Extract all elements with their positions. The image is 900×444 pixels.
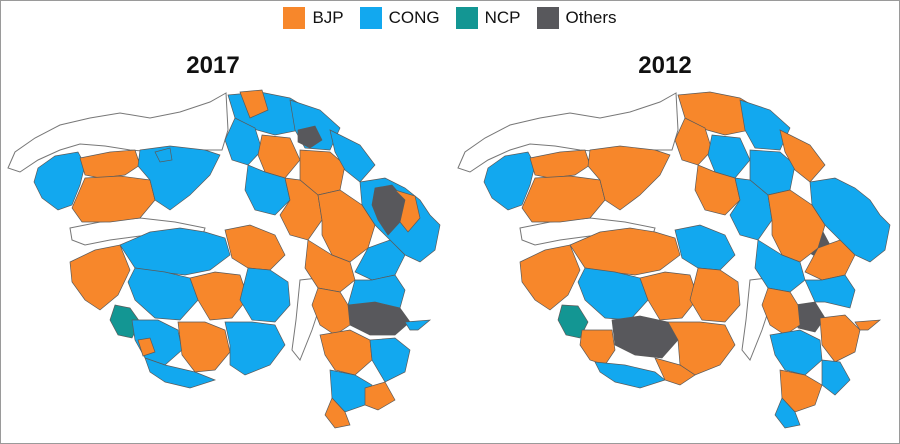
map-2017-region-south-6 bbox=[324, 397, 351, 429]
legend-item-ncp: NCP bbox=[455, 7, 521, 29]
map-2017-region-south-4 bbox=[369, 337, 411, 383]
map-2017-region-kutch-north bbox=[79, 149, 141, 179]
map-2012-region-south-3 bbox=[769, 329, 823, 376]
legend: BJP CONG NCP Others bbox=[0, 7, 900, 29]
legend-label-bjp: BJP bbox=[312, 8, 344, 27]
map-2012-region-saurashtra-ncp bbox=[557, 304, 589, 339]
legend-label-ncp: NCP bbox=[484, 8, 521, 27]
legend-label-cong: CONG bbox=[388, 8, 440, 27]
map-2017-region-kutch-east bbox=[137, 145, 221, 211]
map-2017-region-saurashtra-ncp bbox=[109, 304, 141, 339]
map-2017-region-saurashtra-west bbox=[69, 244, 131, 311]
map-2017-region-central-5 bbox=[304, 239, 356, 293]
legend-item-cong: CONG bbox=[359, 7, 440, 29]
map-2012-region-saurashtra-south-1 bbox=[579, 329, 616, 366]
map-2017-region-saurashtra-south-3 bbox=[224, 321, 286, 376]
legend-swatch-bjp bbox=[283, 7, 306, 29]
map-2012-region-saurashtra-coast bbox=[594, 361, 666, 389]
map-2012-region-south-4 bbox=[819, 314, 861, 363]
map-2012-region-saurashtra-east bbox=[689, 267, 741, 323]
map-2017-region-central-3 bbox=[317, 189, 376, 263]
map-2012-region-saurashtra-central bbox=[577, 267, 649, 321]
map-2017-region-southeast-strip bbox=[404, 319, 432, 331]
map-2012-region-saurashtra-west bbox=[519, 244, 581, 311]
map-2017-region-saurashtra-coast bbox=[144, 357, 217, 389]
map-2017 bbox=[7, 89, 441, 429]
map-2017-region-south-1 bbox=[311, 287, 351, 336]
map-2017-region-saurashtra-central bbox=[127, 267, 199, 321]
map-2017-region-kutch-central bbox=[71, 175, 156, 223]
map-2012-region-north-2 bbox=[739, 99, 791, 151]
map-2012-region-southeast-strip bbox=[854, 319, 882, 331]
map-2012-region-south-2 bbox=[804, 274, 856, 309]
map-2017-region-kutch-small bbox=[154, 147, 173, 163]
map-2017-region-saurashtra-small bbox=[137, 337, 156, 357]
map-2017-region-saurashtra-northeast bbox=[224, 224, 286, 271]
map-2012-region-saurashtra-coast-2 bbox=[654, 357, 696, 386]
map-title-2017: 2017 bbox=[186, 52, 240, 79]
legend-swatch-ncp bbox=[455, 7, 478, 29]
map-2012-region-south-7 bbox=[821, 359, 851, 396]
map-title-2012: 2012 bbox=[638, 52, 692, 79]
legend-label-others: Others bbox=[565, 8, 617, 27]
map-2017-region-south-2 bbox=[347, 274, 406, 309]
legend-swatch-cong bbox=[359, 7, 382, 29]
map-2012-region-kutch-central bbox=[521, 175, 606, 223]
map-2017-region-south-7 bbox=[364, 381, 396, 411]
map-2017-region-north-2 bbox=[239, 89, 269, 119]
map-2017-region-northeast-2 bbox=[394, 189, 421, 233]
map-2012-region-saurashtra-center-2 bbox=[639, 271, 699, 321]
map-2012-region-south-1 bbox=[761, 287, 801, 336]
map-2017-region-kutch-west bbox=[33, 151, 86, 211]
map-2012 bbox=[457, 91, 891, 429]
map-2017-region-central-1 bbox=[244, 164, 291, 216]
map-2012-region-central-3 bbox=[767, 189, 826, 263]
map-2017-region-south-3 bbox=[319, 329, 373, 376]
map-2017-region-northeast-others bbox=[371, 184, 406, 236]
legend-swatch-others bbox=[536, 7, 559, 29]
map-2012-region-saurashtra-south-2 bbox=[667, 321, 736, 376]
map-2017-region-saurashtra-east bbox=[239, 267, 291, 323]
map-2012-region-central-5 bbox=[754, 239, 806, 293]
map-2012-region-central-1 bbox=[694, 164, 741, 216]
legend-item-others: Others bbox=[536, 7, 617, 29]
map-2012-region-saurashtra-others bbox=[611, 315, 679, 359]
map-2017-region-north-others bbox=[297, 125, 323, 149]
map-2012-region-kutch-west bbox=[483, 151, 536, 211]
map-2012-region-kutch-north bbox=[529, 149, 591, 179]
map-2017-region-saurashtra-south-2 bbox=[177, 321, 231, 373]
map-2012-region-saurashtra-northeast bbox=[674, 224, 736, 271]
map-2012-region-kutch-east bbox=[587, 145, 671, 211]
map-2017-region-saurashtra-center-2 bbox=[189, 271, 249, 321]
legend-item-bjp: BJP bbox=[283, 7, 344, 29]
map-2012-region-south-6 bbox=[774, 397, 801, 429]
